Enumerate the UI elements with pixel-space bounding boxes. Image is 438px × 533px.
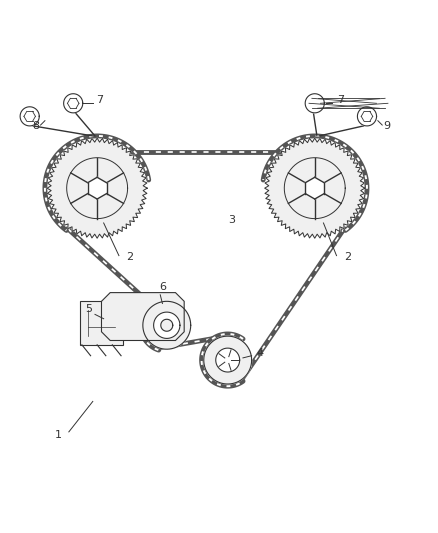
Polygon shape (20, 107, 39, 126)
Polygon shape (265, 138, 365, 238)
Text: 7: 7 (337, 95, 344, 106)
Polygon shape (64, 94, 83, 113)
Polygon shape (143, 301, 191, 349)
Polygon shape (305, 94, 324, 113)
Text: 7: 7 (96, 95, 103, 106)
Polygon shape (216, 348, 240, 372)
Polygon shape (305, 177, 324, 199)
Text: 8: 8 (33, 122, 40, 132)
Text: 6: 6 (159, 282, 166, 293)
Polygon shape (80, 301, 123, 345)
Polygon shape (154, 312, 180, 338)
Polygon shape (102, 293, 184, 341)
Polygon shape (161, 319, 173, 331)
Text: 4: 4 (257, 348, 264, 358)
Polygon shape (284, 158, 345, 219)
Text: 5: 5 (85, 304, 92, 314)
Polygon shape (88, 177, 106, 199)
Text: 2: 2 (126, 252, 133, 262)
Text: 2: 2 (344, 252, 351, 262)
Text: 9: 9 (383, 122, 390, 132)
Text: 1: 1 (54, 431, 61, 440)
Polygon shape (47, 138, 147, 238)
Polygon shape (204, 336, 252, 384)
Text: 3: 3 (229, 215, 236, 225)
Polygon shape (67, 158, 127, 219)
Polygon shape (357, 107, 377, 126)
